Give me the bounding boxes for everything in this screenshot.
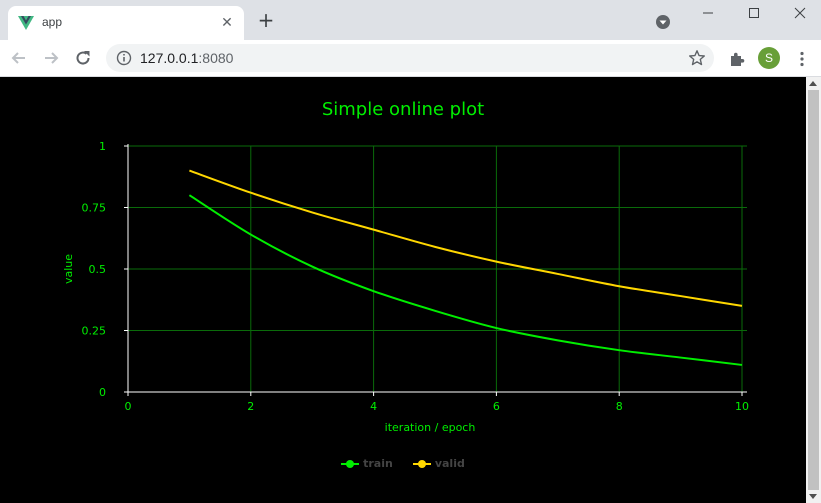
x-tick-label: 8 [616,400,623,413]
bookmark-star-icon[interactable] [688,49,706,67]
scroll-down-arrow-icon[interactable] [809,494,817,499]
x-tick-label: 0 [125,400,132,413]
page-viewport: Simple online plot 0 2 4 6 8 10 0 0.25 0.5 0.75 1 i… [0,77,806,503]
series-line-train [188,194,743,366]
legend-label: train [363,457,393,470]
scrollbar-thumb[interactable] [808,90,819,490]
reload-icon[interactable] [73,48,93,68]
scroll-up-arrow-icon[interactable] [809,81,817,86]
extensions-puzzle-icon[interactable] [728,50,746,68]
minimize-icon[interactable] [696,4,720,22]
forward-arrow-icon[interactable] [41,48,61,68]
x-tick-label: 4 [370,400,377,413]
legend-marker-icon [412,460,431,468]
site-info-icon[interactable] [116,50,132,66]
legend-marker-icon [341,460,360,468]
legend-item-valid[interactable]: valid [412,457,465,470]
y-tick-label: 0.25 [82,325,107,338]
kebab-menu-icon[interactable] [793,50,811,68]
tab-title: app [42,15,63,29]
tab-search-icon[interactable] [655,14,671,30]
url-port: :8080 [198,50,234,66]
profile-avatar[interactable]: S [758,47,780,69]
x-tick-label: 10 [735,400,749,413]
y-tick-label: 0.75 [82,202,107,215]
tab-strip: app ✕ + [0,0,821,40]
y-tick-label: 0 [99,386,106,399]
tab-close-icon[interactable]: ✕ [221,15,233,31]
series-line-valid [189,169,743,307]
window-close-icon[interactable] [788,4,812,22]
browser-tab[interactable]: app ✕ [8,6,244,40]
y-tick-label: 0.5 [89,263,107,276]
url-text[interactable]: 127.0.0.1:8080 [140,50,233,66]
y-axis-label: value [62,254,75,284]
x-axis-label: iteration / epoch [385,421,476,434]
browser-toolbar: 127.0.0.1:8080 S [0,40,821,77]
vue-logo-icon [18,16,34,30]
address-bar[interactable]: 127.0.0.1:8080 [106,44,714,72]
plot-title: Simple online plot [321,99,485,120]
vertical-scrollbar[interactable] [806,77,821,503]
maximize-icon[interactable] [742,4,766,22]
x-tick-label: 6 [493,400,500,413]
back-arrow-icon[interactable] [9,48,29,68]
x-tick-label: 2 [247,400,254,413]
new-tab-icon[interactable]: + [257,8,275,32]
legend-label: valid [434,457,465,470]
chart-legend: train valid [0,457,806,470]
line-chart: 0 2 4 6 8 10 0 0.25 0.5 0.75 1 iteration / epoch val… [62,140,749,434]
legend-item-train[interactable]: train [341,457,393,470]
url-host: 127.0.0.1 [140,50,199,66]
y-tick-label: 1 [99,140,106,153]
